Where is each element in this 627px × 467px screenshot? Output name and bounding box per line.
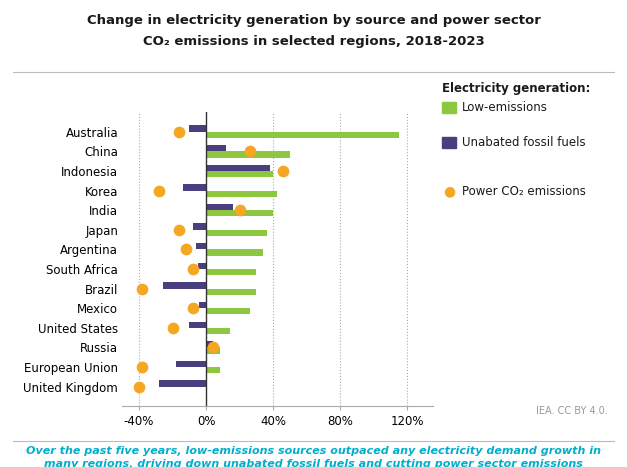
- Text: CO₂ emissions in selected regions, 2018-2023: CO₂ emissions in selected regions, 2018-…: [142, 35, 485, 48]
- Bar: [176, 361, 206, 367]
- Point: [174, 128, 184, 135]
- Bar: [206, 328, 229, 334]
- Point: [134, 383, 144, 390]
- Bar: [206, 191, 277, 197]
- Text: Low-emissions: Low-emissions: [462, 101, 548, 114]
- Point: [278, 167, 288, 175]
- Bar: [206, 204, 233, 210]
- Bar: [182, 184, 206, 191]
- Bar: [162, 283, 206, 289]
- Bar: [192, 224, 206, 230]
- Bar: [206, 249, 263, 255]
- Bar: [206, 367, 219, 373]
- Bar: [206, 210, 273, 216]
- Point: [137, 285, 147, 292]
- Point: [208, 344, 218, 351]
- Bar: [206, 145, 226, 151]
- Point: [174, 226, 184, 234]
- Bar: [206, 347, 219, 354]
- Text: Electricity generation:: Electricity generation:: [442, 82, 591, 95]
- Bar: [199, 302, 206, 308]
- Bar: [206, 165, 270, 171]
- Point: [181, 246, 191, 253]
- Point: [234, 206, 245, 214]
- Bar: [189, 126, 206, 132]
- Point: [167, 324, 177, 332]
- Bar: [206, 230, 266, 236]
- Text: Over the past five years, low-emissions sources outpaced any electricity demand : Over the past five years, low-emissions …: [26, 446, 601, 467]
- Bar: [206, 132, 399, 138]
- Text: IEA. CC BY 4.0.: IEA. CC BY 4.0.: [537, 406, 608, 416]
- Bar: [159, 380, 206, 387]
- Text: Unabated fossil fuels: Unabated fossil fuels: [462, 136, 586, 149]
- Bar: [206, 151, 290, 157]
- Bar: [189, 322, 206, 328]
- Text: Power CO₂ emissions: Power CO₂ emissions: [462, 185, 586, 198]
- Point: [187, 304, 198, 312]
- Bar: [206, 341, 213, 347]
- Bar: [206, 289, 256, 295]
- Point: [187, 265, 198, 273]
- Point: [154, 187, 164, 194]
- Bar: [198, 263, 206, 269]
- Point: [245, 148, 255, 155]
- Text: ●: ●: [443, 184, 455, 198]
- Bar: [196, 243, 206, 249]
- Bar: [206, 171, 273, 177]
- Text: Change in electricity generation by source and power sector: Change in electricity generation by sour…: [87, 14, 540, 27]
- Point: [137, 363, 147, 371]
- Bar: [206, 308, 250, 314]
- Bar: [206, 269, 256, 275]
